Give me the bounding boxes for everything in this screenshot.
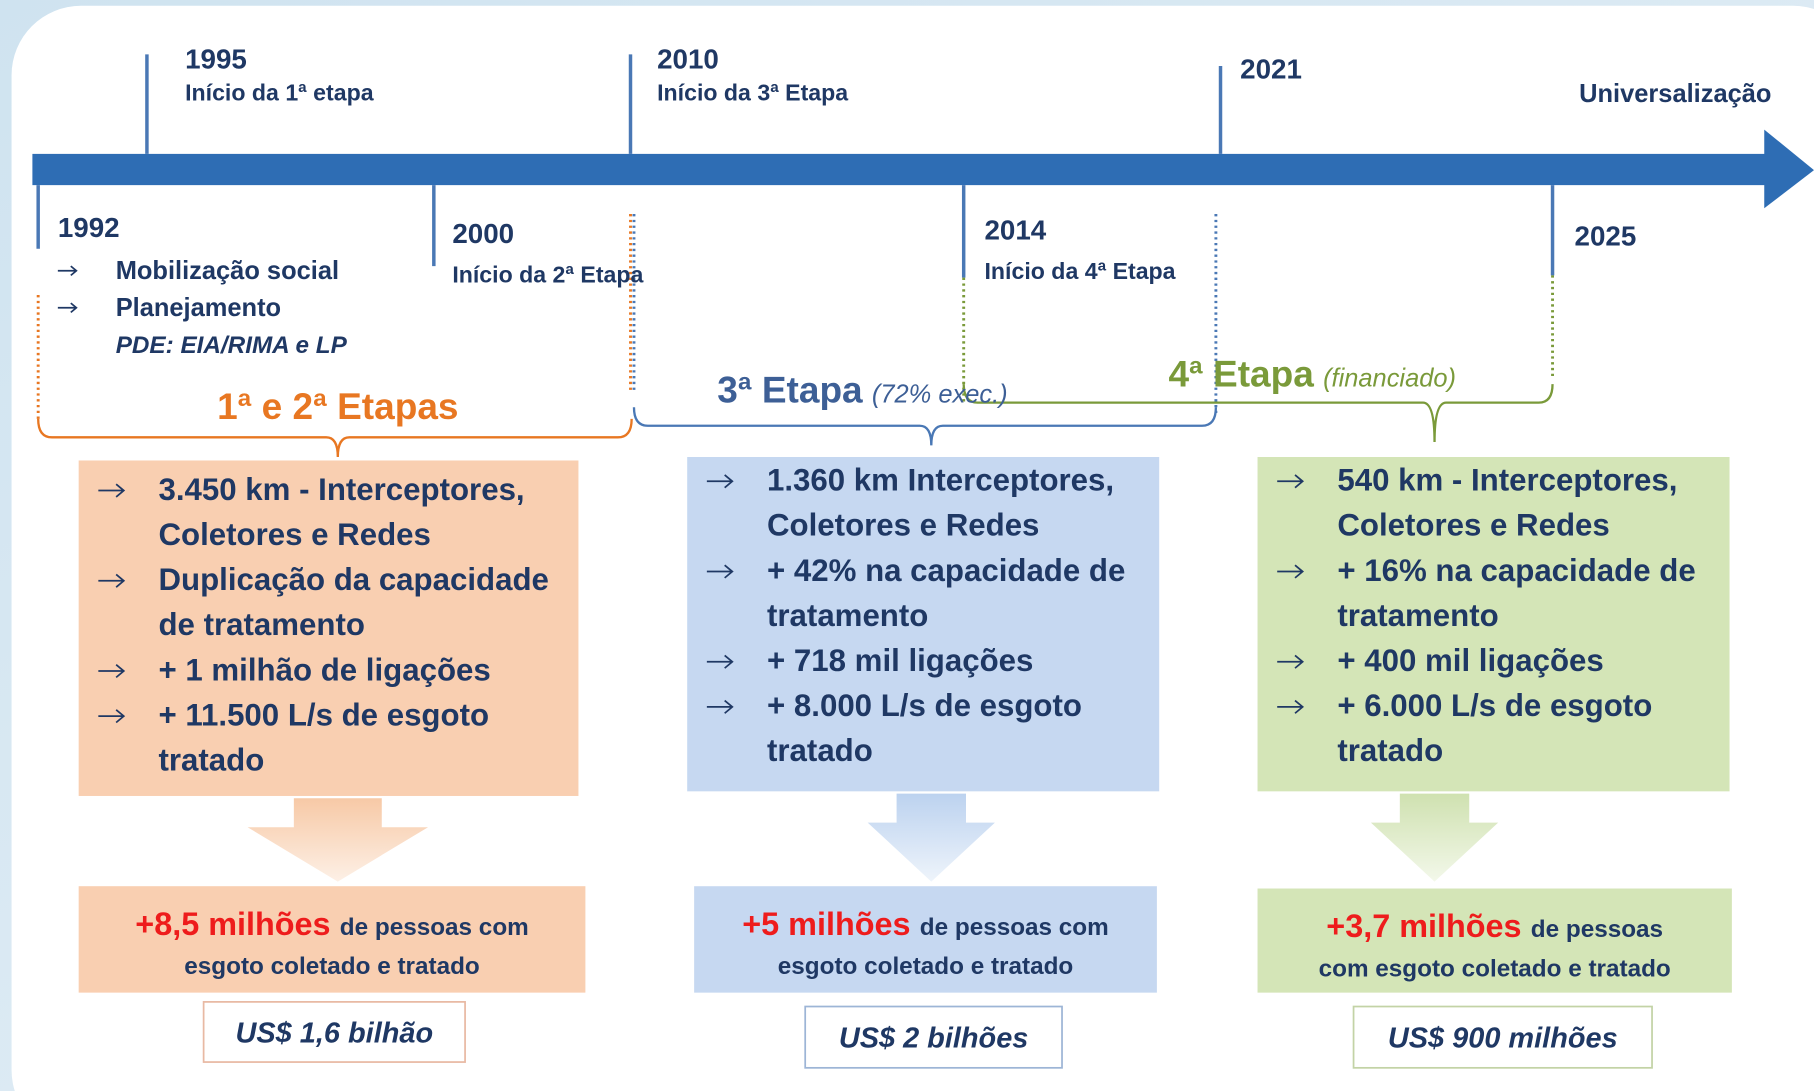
phase-bullet: 3.450 km - Interceptores, — [158, 472, 524, 507]
result-line: +5 milhões de pessoas com — [742, 906, 1108, 942]
result-line: +3,7 milhões de pessoas — [1326, 908, 1663, 944]
result-highlight: +5 milhões — [742, 906, 910, 942]
milestone-label: Início da 2ª Etapa — [452, 261, 644, 287]
phase-bullet: tratado — [158, 743, 264, 778]
phase-bullet: tratamento — [767, 598, 928, 633]
timeline-bar — [32, 153, 1768, 186]
bullet-arrow — [706, 654, 734, 669]
bullet-arrow — [706, 474, 734, 489]
phase-box — [1257, 456, 1730, 792]
cost: US$ 2 bilhões — [839, 1023, 1029, 1055]
timeline-arrowhead — [1764, 129, 1814, 209]
result-line: com esgoto coletado e tratado — [1319, 955, 1671, 982]
bullet-arrow — [706, 699, 734, 714]
phase-bullet: + 8.000 L/s de esgoto — [767, 688, 1082, 723]
bullet-arrow — [1277, 699, 1305, 714]
phase-title: 4ª Etapa (financiado) — [1168, 352, 1456, 394]
phase-bullet: tratado — [1337, 733, 1443, 768]
cost: US$ 1,6 bilhão — [236, 1017, 434, 1049]
bullet-arrow — [98, 709, 126, 724]
bullet-arrow — [1277, 654, 1305, 669]
phase-bullet: Coletores e Redes — [1337, 508, 1609, 543]
phase-bullet: Duplicação da capacidade — [158, 562, 548, 597]
result-box — [78, 886, 586, 993]
bullet-arrow — [57, 302, 78, 314]
milestone-item: Planejamento — [116, 294, 281, 322]
phase-title: 3ª Etapa (72% exec.) — [717, 369, 1007, 411]
phase-bullet: 1.360 km Interceptores, — [767, 463, 1114, 498]
phase-subtitle: (financiado) — [1323, 364, 1456, 392]
bullet-arrow — [98, 663, 126, 679]
bullet-arrow — [1277, 474, 1305, 489]
phase-box — [687, 456, 1160, 792]
phase-subtitle: (72% exec.) — [872, 381, 1008, 409]
phase-bullet: de tratamento — [158, 607, 364, 642]
phase-bullet: + 718 mil ligações — [767, 643, 1033, 678]
result-line: +8,5 milhões de pessoas com — [135, 906, 528, 942]
milestone-year: 2025 — [1575, 220, 1637, 251]
bullet-arrow — [1277, 564, 1305, 579]
phase-bullet: + 16% na capacidade de — [1337, 553, 1695, 588]
phase-bullet: + 400 mil ligações — [1337, 643, 1603, 678]
result-line: esgoto coletado e tratado — [184, 953, 479, 980]
milestone-year: 2000 — [452, 218, 514, 249]
result-box — [1257, 888, 1732, 993]
bullet-arrow — [706, 564, 734, 579]
phase-title: 1ª e 2ª Etapas — [217, 385, 458, 427]
result-line: esgoto coletado e tratado — [778, 953, 1073, 980]
phase-bullet: tratado — [767, 733, 873, 768]
ticks — [36, 54, 1555, 278]
result-text: de pessoas — [1531, 916, 1663, 943]
phase-bullet: + 42% na capacidade de — [767, 553, 1125, 588]
phase-title-text: 4ª Etapa — [1168, 352, 1314, 394]
phase-box — [78, 460, 579, 796]
timeline-end: Universalização — [1579, 80, 1771, 108]
result-highlight: +8,5 milhões — [135, 906, 330, 942]
dotted-lines — [36, 214, 1554, 419]
phase-bullet: 540 km - Interceptores, — [1337, 463, 1677, 498]
cost-box — [804, 1005, 1063, 1069]
phase-bullet: + 11.500 L/s de esgoto — [158, 697, 489, 732]
result-text: de pessoas com — [340, 914, 529, 941]
phase-bullet: tratamento — [1337, 598, 1498, 633]
milestone-label: Início da 3ª Etapa — [657, 80, 849, 106]
milestone-item: Mobilização social — [116, 257, 339, 285]
cost-box — [202, 1001, 466, 1063]
bullet-arrow — [98, 573, 126, 588]
cost-box — [1352, 1005, 1653, 1069]
milestone-note: PDE: EIA/RIMA e LP — [116, 332, 348, 359]
milestone-label: Início da 4ª Etapa — [985, 258, 1177, 284]
result-box — [694, 886, 1157, 993]
phase-bullet: + 1 milhão de ligações — [158, 652, 490, 687]
result-text: de pessoas com — [920, 914, 1109, 941]
bullet-arrow — [98, 483, 126, 498]
content: 1995 Início da 1ª etapa 2010 Início da 3ª E… — [57, 43, 1771, 1069]
milestone-year: 1995 — [185, 43, 247, 74]
down-arrow — [867, 793, 995, 882]
milestone-year: 2014 — [985, 215, 1047, 246]
milestone-year: 1992 — [58, 212, 120, 243]
down-arrow — [1370, 793, 1499, 882]
phase-bullet: + 6.000 L/s de esgoto — [1337, 688, 1652, 723]
milestone-year: 2010 — [657, 43, 719, 74]
result-highlight: +3,7 milhões — [1326, 908, 1521, 944]
bullet-arrow — [57, 265, 78, 277]
phase-bullet: Coletores e Redes — [158, 517, 430, 552]
phase-title-text: 1ª e 2ª Etapas — [217, 385, 458, 427]
phase-title-text: 3ª Etapa — [717, 369, 863, 411]
cost: US$ 900 milhões — [1388, 1023, 1618, 1055]
phase-bullet: Coletores e Redes — [767, 508, 1039, 543]
down-arrow — [247, 798, 429, 882]
milestone-label: Início da 1ª etapa — [185, 80, 375, 106]
braces — [37, 384, 1554, 458]
milestone-year: 2021 — [1240, 54, 1302, 85]
